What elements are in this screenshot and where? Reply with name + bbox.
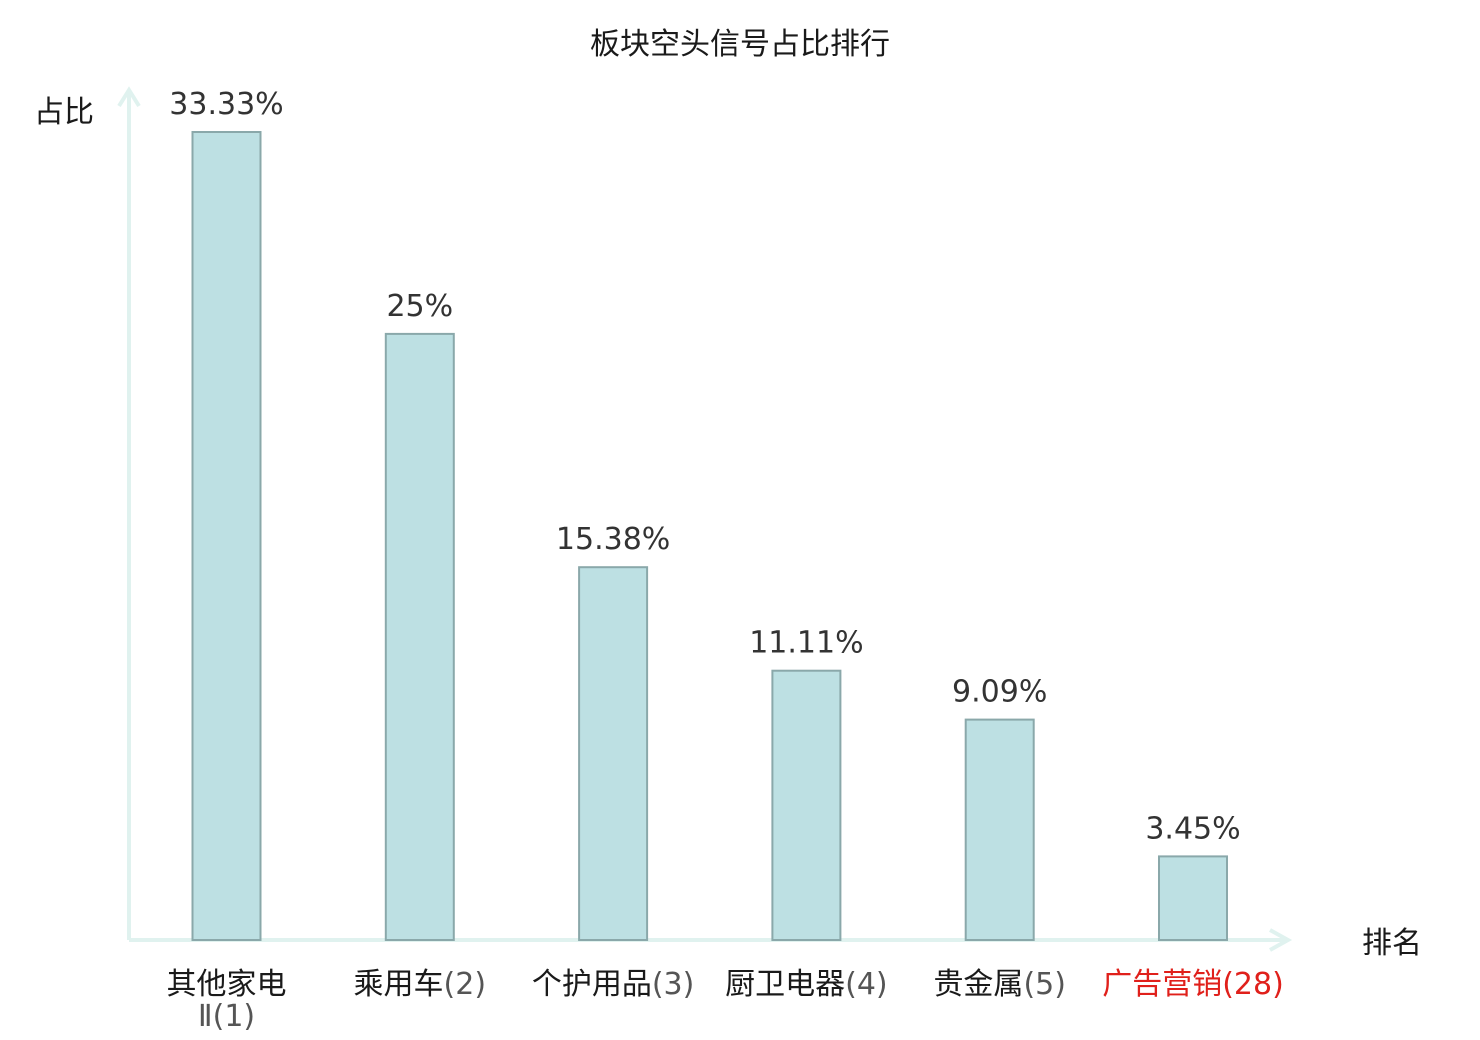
value-label-2: 25% [386, 289, 453, 324]
value-label-5: 9.09% [952, 675, 1047, 710]
bar-5 [964, 718, 1035, 941]
value-label-1: 33.33% [169, 87, 283, 122]
category-label-3: 个护用品(3) [532, 967, 695, 1002]
category-label-1-line1: 其他家电 [167, 967, 287, 1002]
category-label-6: 广告营销(28) [1102, 967, 1284, 1002]
y-axis-label: 占比 [34, 95, 94, 130]
category-label-5: 贵金属(5) [933, 967, 1065, 1002]
value-label-3: 15.38% [556, 522, 670, 557]
x-axis-label: 排名 [1362, 926, 1422, 961]
bar-6 [1158, 855, 1228, 942]
bar-4 [771, 669, 842, 941]
value-labels-group: 33.33% 25% 15.38% 11.11% 9.09% 3.45% [169, 87, 1240, 846]
bar-2 [384, 332, 455, 941]
value-label-4: 11.11% [749, 626, 863, 661]
category-label-1-line2: Ⅱ(1) [198, 999, 255, 1034]
bar-3 [578, 566, 649, 941]
category-label-2: 乘用车(2) [354, 967, 487, 1002]
bar-1 [191, 131, 262, 941]
category-label-4: 厨卫电器(4) [725, 967, 888, 1002]
y-axis-arrow [117, 86, 141, 108]
bars-group [191, 131, 1228, 942]
x-axis-arrow [1269, 928, 1293, 952]
value-label-6: 3.45% [1145, 811, 1240, 846]
chart-title: 板块空头信号占比排行 [590, 27, 890, 62]
